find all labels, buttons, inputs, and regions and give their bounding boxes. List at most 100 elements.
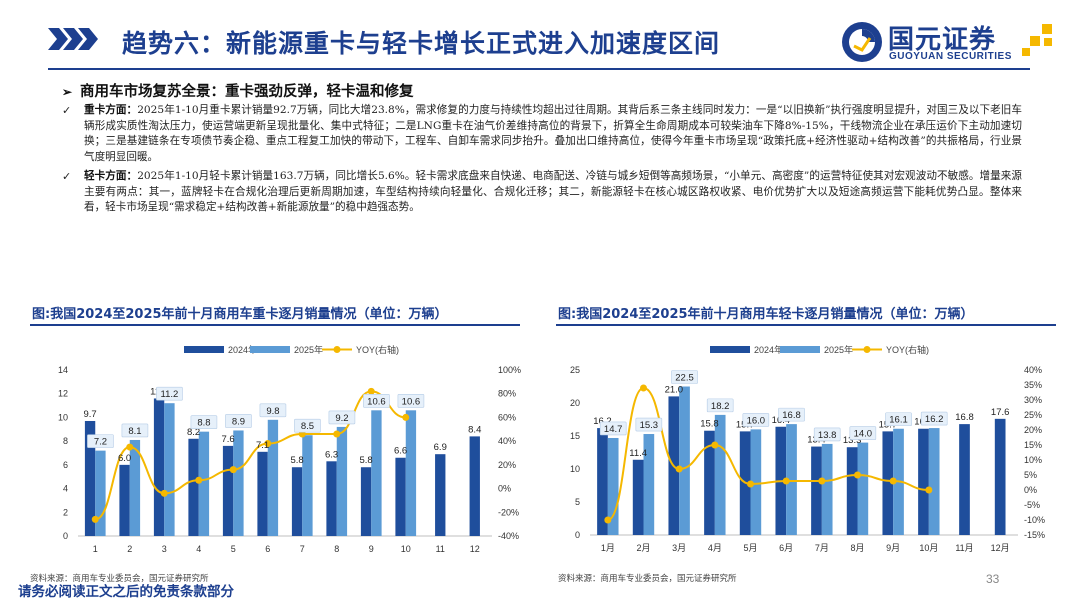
x-tick-label: 6: [265, 544, 270, 554]
legend-2024-swatch: [710, 346, 750, 353]
data-label-2025-box: [920, 411, 948, 426]
data-label-2025-box: [363, 394, 390, 408]
x-tick-label: 3月: [672, 543, 686, 553]
y2-tick-label: 30%: [1024, 395, 1042, 405]
data-label-2025: 11.2: [161, 389, 179, 400]
x-tick-label: 7: [300, 544, 305, 554]
yoy-point: [160, 489, 168, 497]
data-label-2024: 6.3: [325, 449, 338, 460]
bar-2024: [918, 428, 929, 535]
y2-tick-label: -40%: [498, 531, 519, 541]
data-label-2025: 16.0: [747, 415, 766, 426]
bar-2025: [198, 431, 210, 536]
logo-text-cn: 国元证券: [888, 25, 997, 55]
bar-2025: [714, 414, 726, 535]
data-label-2024: 21.0: [665, 384, 684, 395]
data-label-2024: 16.8: [955, 412, 974, 423]
data-label-2025-box: [190, 415, 218, 429]
chevron-arrows-icon: [48, 28, 98, 50]
bar-2025: [164, 403, 175, 536]
x-tick-label: 12月: [991, 543, 1010, 553]
y-tick-label: 4: [63, 484, 68, 494]
legend-yoy-label: YOY(右轴): [356, 344, 399, 355]
x-tick-label: 11月: [955, 543, 973, 553]
y-tick-label: 12: [58, 389, 68, 399]
y2-tick-label: -15%: [1024, 530, 1045, 540]
data-label-2025-box: [397, 394, 425, 408]
data-label-2025-box: [156, 386, 183, 401]
data-label-2025-box: [259, 403, 287, 418]
x-tick-label: 4: [196, 544, 201, 554]
data-label-2025: 14.7: [604, 424, 623, 435]
data-label-2025: 16.8: [782, 410, 801, 421]
data-label-2024: 11.4: [629, 448, 647, 459]
yoy-point: [126, 443, 134, 451]
bar-2025: [750, 429, 762, 535]
header-rule: [48, 68, 1030, 70]
para-label: 重卡方面：: [84, 104, 138, 116]
y-tick-label: 0: [63, 531, 68, 541]
data-label-2025-box: [742, 413, 770, 427]
data-label-2024: 6.0: [118, 453, 131, 464]
bar-2024: [222, 445, 234, 536]
legend-2024-label: 2024年: [228, 344, 257, 355]
bar-2025: [405, 410, 417, 536]
data-label-2025-box: [671, 370, 698, 384]
data-label-2025-box: [121, 423, 149, 438]
yoy-point: [333, 430, 341, 438]
data-label-2025: 9.2: [335, 413, 348, 424]
y2-tick-label: 20%: [1024, 425, 1042, 435]
yoy-point: [264, 440, 272, 448]
y2-tick-label: -20%: [498, 507, 519, 517]
yoy-point: [229, 466, 237, 474]
data-label-2025: 8.1: [128, 426, 141, 437]
logo-text-en: GUOYUAN SECURITIES: [889, 51, 1012, 62]
data-label-2024: 8.2: [187, 427, 200, 438]
data-label-2025: 10.6: [367, 396, 386, 407]
data-label-2024: 5.8: [359, 455, 372, 466]
y2-tick-label: 5%: [1024, 470, 1037, 480]
arrow-bullet-icon: ➢: [62, 85, 73, 99]
x-tick-label: 12: [470, 544, 480, 554]
para-label: 轻卡方面：: [84, 170, 138, 182]
data-label-2024: 15.8: [700, 419, 719, 430]
data-label-2025: 8.8: [197, 418, 210, 429]
y2-tick-label: -5%: [1024, 500, 1040, 510]
light-truck-paragraph: ✓ 轻卡方面：2025年1-10月轻卡累计销量163.7万辆，同比增长5.6%。…: [62, 169, 1022, 216]
x-tick-label: 2: [127, 544, 132, 554]
data-label-2025-box: [885, 412, 912, 427]
bar-2025: [786, 424, 797, 535]
yoy-point: [889, 477, 897, 485]
left-chart-rule: [30, 324, 520, 326]
data-label-2025-box: [599, 421, 627, 436]
bar-2024: [597, 428, 608, 535]
x-tick-label: 8月: [850, 543, 864, 553]
data-label-2024: 8.4: [468, 424, 481, 435]
right-chart-title: 图:我国2024至2025年前十月商用车轻卡逐月销量情况（单位：万辆）: [558, 307, 974, 322]
bar-2024: [811, 446, 822, 535]
heavy-truck-chart: 2024年 2025年 YOY(右轴)02468101214-40%-20%0%20…: [58, 344, 521, 554]
bar-2024: [435, 454, 446, 536]
heavy-truck-paragraph: ✓ 重卡方面：2025年1-10月重卡累计销量92.7万辆，同比大增23.8%，…: [62, 103, 1022, 165]
data-label-2024: 7.6: [221, 434, 234, 445]
yoy-point: [640, 384, 647, 392]
y-tick-label: 20: [570, 398, 580, 408]
bar-2025: [233, 430, 244, 536]
data-label-2025: 9.8: [266, 406, 279, 417]
y-tick-label: 0: [575, 530, 580, 540]
data-label-2025: 8.5: [301, 421, 314, 432]
x-tick-label: 3: [162, 544, 167, 554]
data-label-2025: 16.2: [925, 414, 944, 425]
x-tick-label: 5: [231, 544, 236, 554]
y2-tick-label: 60%: [498, 412, 516, 422]
y2-tick-label: 35%: [1024, 380, 1042, 390]
legend-yoy-marker: [863, 346, 871, 353]
yoy-line: [607, 386, 929, 521]
y-tick-label: 6: [63, 460, 68, 470]
bar-2024: [291, 467, 303, 536]
y-tick-label: 10: [570, 464, 580, 474]
bar-2025: [267, 419, 279, 536]
data-label-2025-box: [849, 426, 877, 440]
right-chart-rule: [556, 324, 1056, 326]
bar-2024: [395, 457, 406, 536]
